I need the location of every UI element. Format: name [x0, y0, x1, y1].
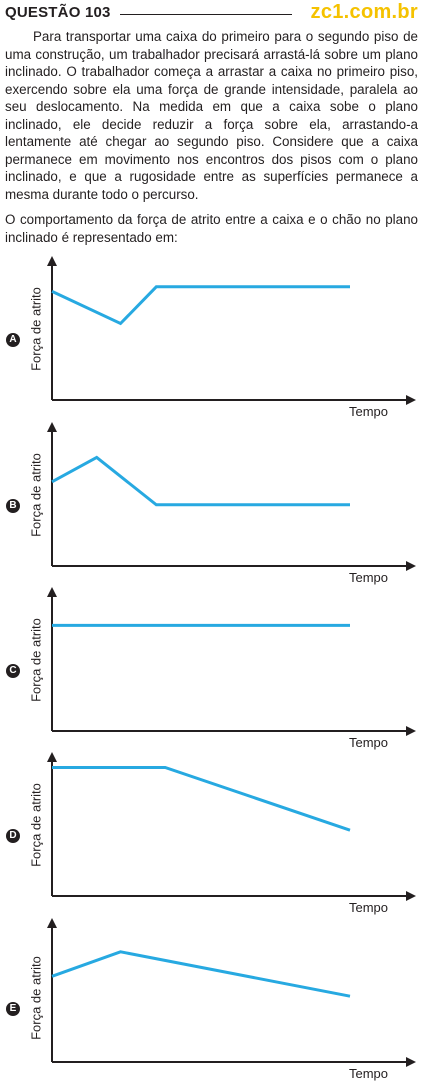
option-c-plot [47, 587, 416, 736]
x-axis-arrow [406, 891, 416, 901]
question-prompt: O comportamento da força de atrito entre… [5, 212, 418, 245]
option-b-xlabel: Tempo [349, 570, 389, 585]
option-a-graph[interactable]: A Força de atrito Tempo [0, 252, 425, 419]
option-d-badge[interactable]: D [6, 829, 20, 843]
friction-series-line [51, 950, 351, 998]
friction-series-line [51, 455, 350, 507]
header-rule [120, 14, 292, 15]
y-axis-arrow [47, 752, 57, 762]
friction-series-line [52, 766, 351, 832]
option-d-plot [47, 752, 416, 901]
option-d-xlabel: Tempo [349, 900, 389, 915]
site-watermark: zc1.com.br [310, 1, 418, 23]
option-a-badge[interactable]: A [6, 333, 20, 347]
option-e-graph[interactable]: E Força de atrito Tempo [0, 914, 425, 1081]
x-axis-arrow [406, 561, 416, 571]
option-b-graph[interactable]: B Força de atrito Tempo [0, 418, 425, 585]
option-e-xlabel: Tempo [349, 1066, 389, 1081]
option-c-graph[interactable]: C Força de atrito Tempo [0, 583, 425, 750]
y-axis-arrow [47, 918, 57, 928]
question-header: QUESTÃO 103 zc1.com.br [5, 1, 420, 24]
y-axis-arrow [47, 587, 57, 597]
friction-series-line [51, 285, 350, 326]
y-axis-arrow [47, 422, 57, 432]
x-axis-arrow [406, 1057, 416, 1067]
option-c-xlabel: Tempo [349, 735, 389, 750]
question-title: QUESTÃO 103 [5, 4, 111, 21]
option-a-plot [47, 256, 416, 405]
option-b-plot [47, 422, 416, 571]
x-axis-arrow [406, 395, 416, 405]
option-a-xlabel: Tempo [349, 404, 389, 419]
x-axis-arrow [406, 726, 416, 736]
option-e-badge[interactable]: E [6, 1002, 20, 1016]
option-c-badge[interactable]: C [6, 664, 20, 678]
option-b-badge[interactable]: B [6, 499, 20, 513]
y-axis-arrow [47, 256, 57, 266]
option-e-plot [47, 918, 416, 1067]
option-d-graph[interactable]: D Força de atrito Tempo [0, 748, 425, 915]
question-statement: Para transportar uma caixa do primeiro p… [5, 29, 418, 202]
